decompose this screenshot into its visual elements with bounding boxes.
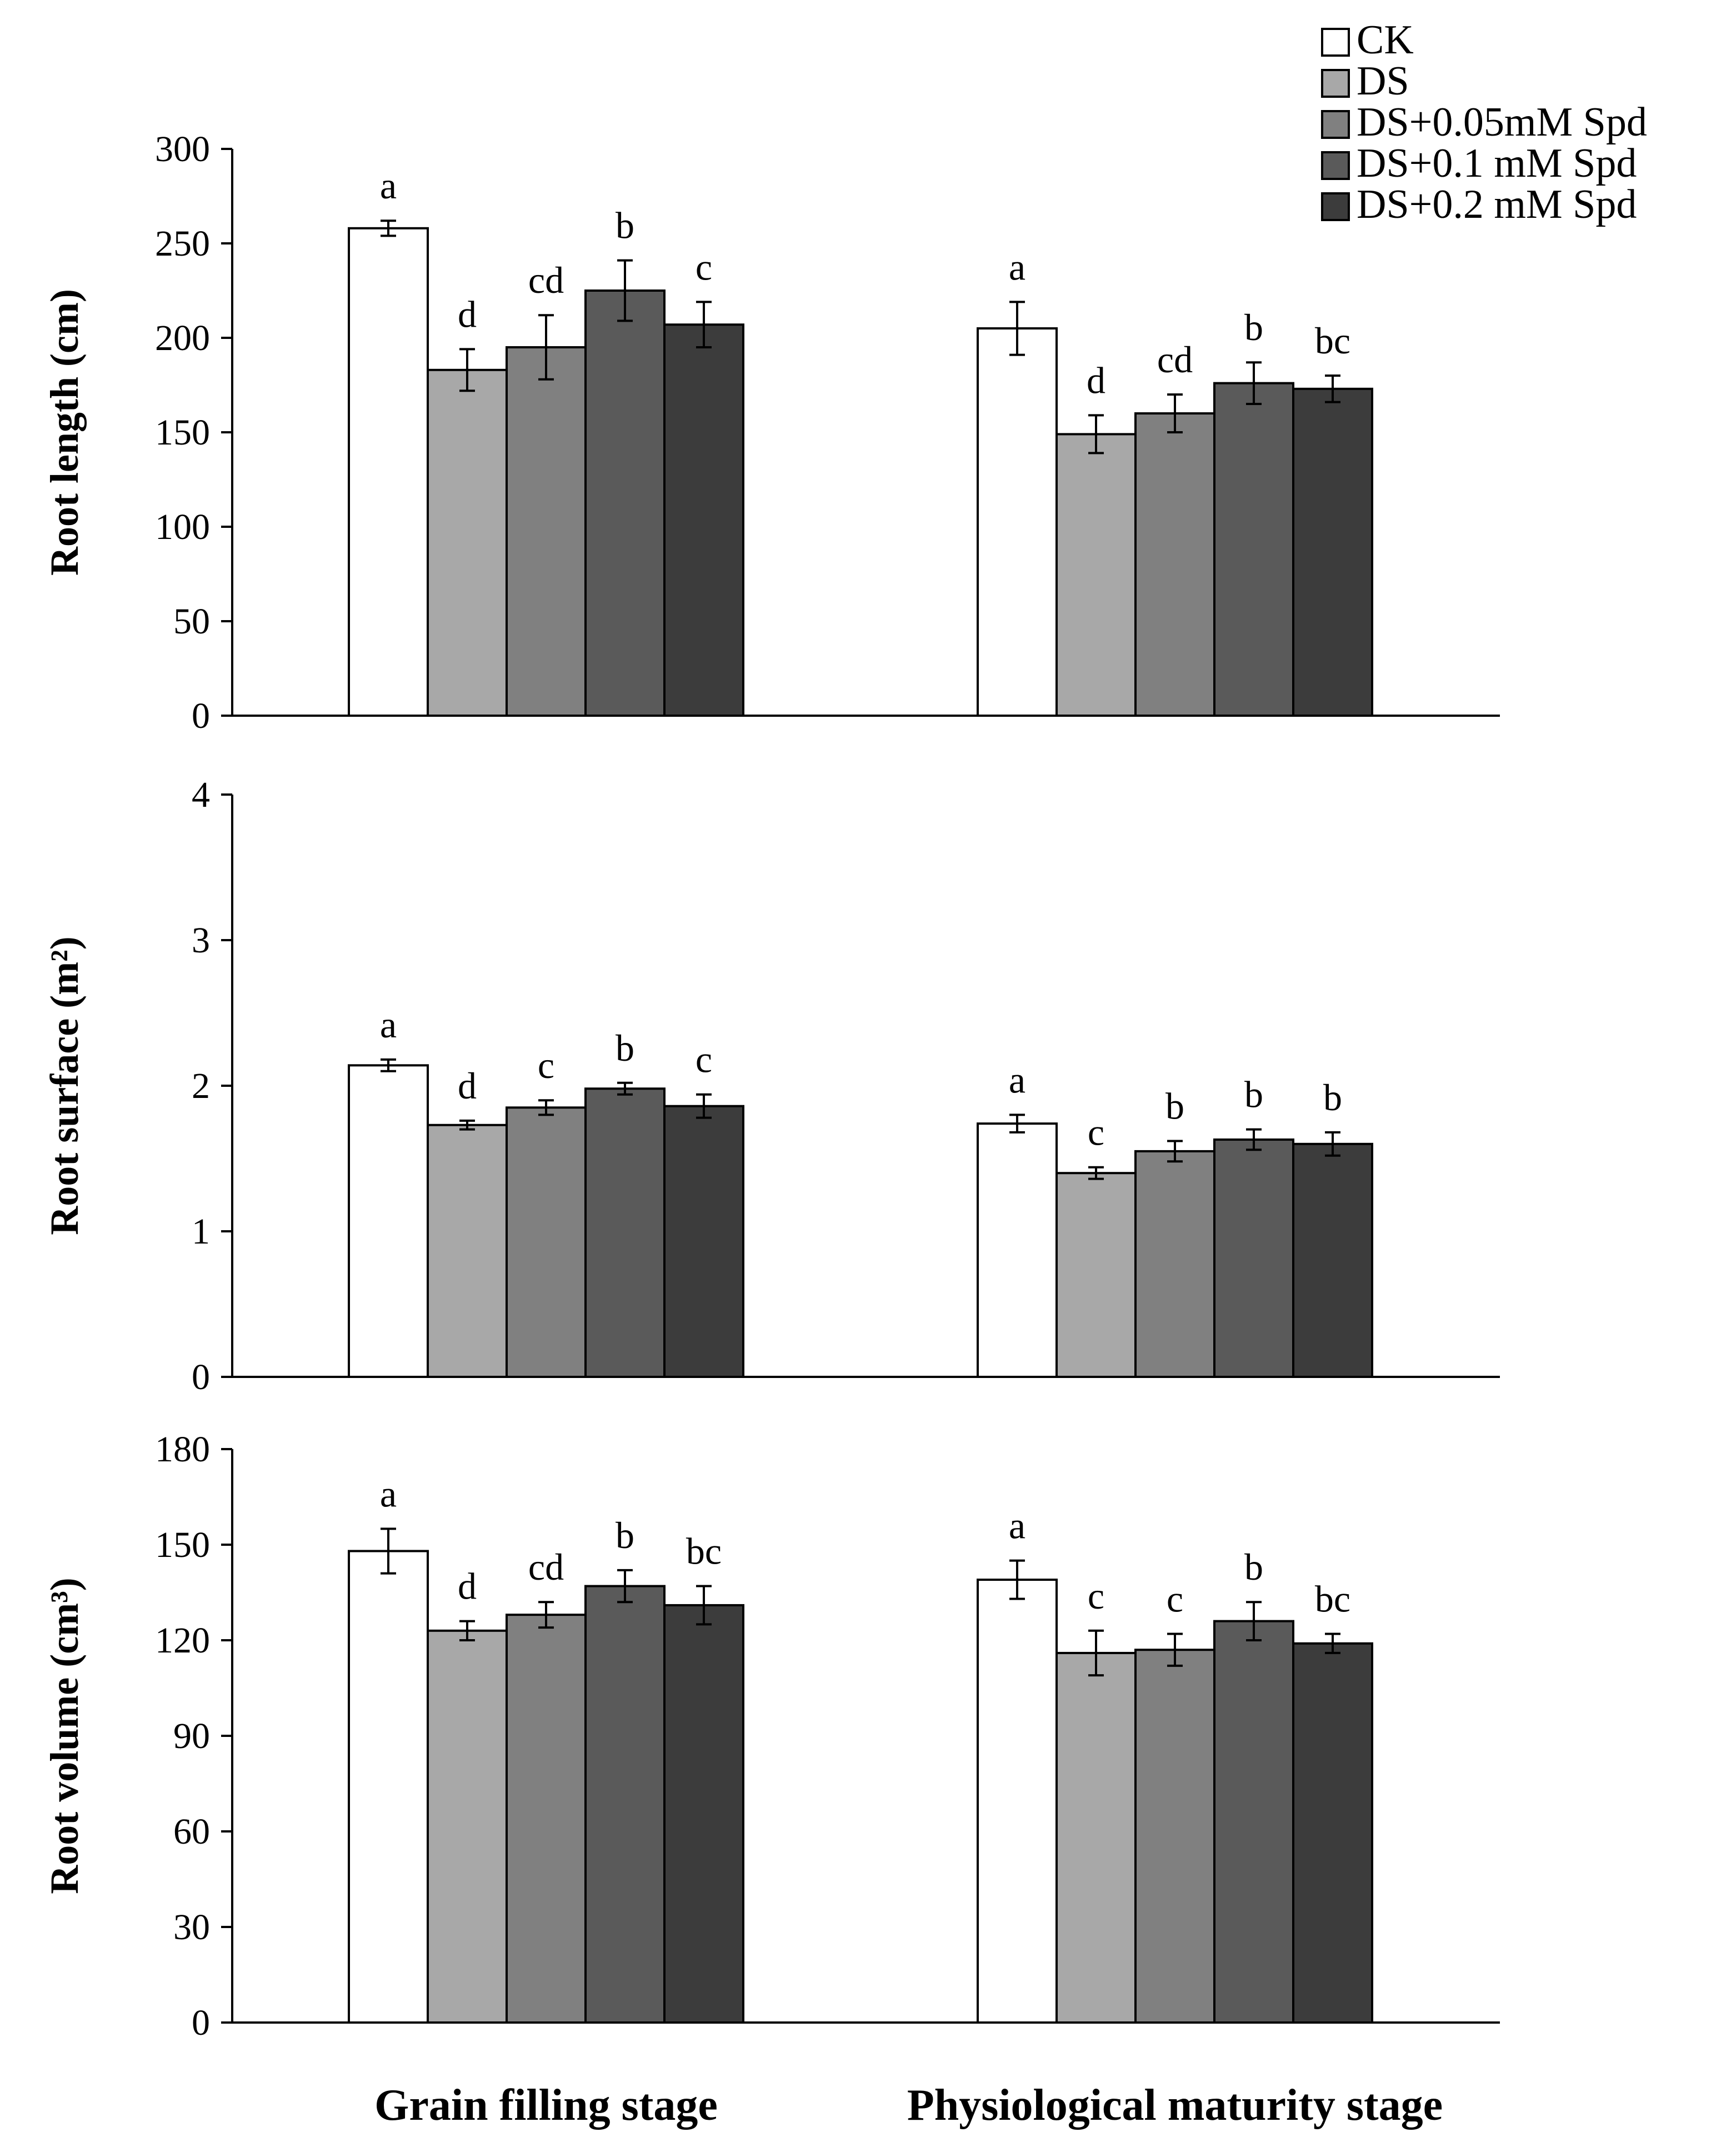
y-tick-label: 100 [155, 507, 210, 547]
bar-root-length-ds-0-1-mm-spd-1 [1213, 382, 1294, 717]
y-tick-label: 4 [192, 775, 210, 815]
significance-letter: c [696, 246, 712, 288]
y-tick-label: 50 [173, 601, 210, 642]
bar-root-length-ck-1 [977, 327, 1058, 717]
significance-letter: d [1087, 359, 1105, 401]
panel-root-length: 0 50 100 150 200 250 300 Root length (cm) a a d d cd… [42, 129, 1500, 736]
significance-letter: c [1167, 1578, 1183, 1620]
panel-root-surface: 0 1 2 3 4 Root surface (m²) a a d c c b b b c b [42, 775, 1500, 1397]
bar-root-volume-ck-1 [977, 1579, 1058, 2024]
significance-letter: bc [1315, 319, 1350, 362]
bar-root-volume-ds-0-05mm-spd-1 [1134, 1649, 1215, 2024]
bar-root-length-ds-0-2-mm-spd-1 [1292, 387, 1373, 717]
bar-root-surface-ds-0-2-mm-spd-0 [663, 1105, 744, 1379]
y-tick-label: 0 [192, 1357, 210, 1397]
significance-letter: b [1323, 1076, 1342, 1119]
y-tick-label: 150 [155, 412, 210, 453]
y-tick-label: 300 [155, 129, 210, 169]
significance-letter: b [1244, 1074, 1263, 1116]
significance-letter: b [616, 1027, 634, 1069]
significance-letter: b [616, 204, 634, 247]
bar-root-surface-ds-0-05mm-spd-0 [506, 1106, 587, 1379]
significance-letter: a [1009, 1058, 1025, 1101]
bar-root-volume-ds-0-1-mm-spd-0 [584, 1585, 666, 2024]
bar-root-surface-ds-0-05mm-spd-1 [1134, 1150, 1215, 1378]
significance-letter: cd [1157, 338, 1193, 381]
legend-label: DS+0.05mM Spd [1357, 99, 1647, 145]
significance-letter: c [696, 1038, 712, 1081]
legend-label: DS+0.1 mM Spd [1357, 141, 1637, 186]
bar-root-surface-ds-0-1-mm-spd-1 [1213, 1138, 1294, 1378]
bar-root-volume-ds-0-2-mm-spd-1 [1292, 1642, 1373, 2024]
significance-letter: a [380, 1003, 397, 1046]
y-tick-label: 30 [173, 1907, 210, 1948]
bar-root-surface-ds-0-2-mm-spd-1 [1292, 1142, 1373, 1379]
y-tick-label: 60 [173, 1811, 210, 1852]
bar-root-surface-ck-0 [348, 1064, 429, 1378]
bar-root-length-ck-0 [348, 227, 429, 717]
significance-letter: bc [1315, 1578, 1350, 1620]
legend-swatch [1321, 28, 1350, 57]
significance-letter: c [1088, 1575, 1104, 1617]
significance-letter: c [1088, 1111, 1104, 1154]
significance-letter: bc [686, 1530, 722, 1572]
bar-root-length-ds-0-1-mm-spd-0 [584, 289, 666, 717]
y-tick-label: 90 [173, 1716, 210, 1756]
y-tick-label: 180 [155, 1429, 210, 1470]
bar-root-length-ds-1 [1055, 433, 1137, 717]
bar-root-surface-ck-1 [977, 1122, 1058, 1378]
legend-swatch [1321, 110, 1350, 139]
y-tick-label: 3 [192, 920, 210, 961]
y-tick-label: 2 [192, 1066, 210, 1106]
panel-root-volume: 0 30 60 90 120 150 180 Root volume (cm³) a a d c cd c… [42, 1429, 1500, 2130]
bar-root-length-ds-0-05mm-spd-1 [1134, 412, 1215, 717]
significance-letter: d [458, 293, 477, 335]
y-tick-label: 120 [155, 1620, 210, 1661]
significance-letter: d [458, 1565, 477, 1607]
significance-letter: a [380, 1472, 397, 1515]
legend-label: DS [1357, 58, 1409, 104]
significance-letter: cd [528, 1546, 564, 1588]
bar-root-surface-ds-1 [1055, 1172, 1137, 1378]
legend-swatch [1321, 69, 1350, 98]
y-tick-label: 250 [155, 223, 210, 264]
bar-root-length-ds-0 [427, 368, 508, 717]
bar-root-surface-ds-0-1-mm-spd-0 [584, 1087, 666, 1378]
significance-letter: cd [528, 259, 564, 301]
y-tick-label: 0 [192, 2003, 210, 2043]
x-category-label: Physiological maturity stage [907, 2081, 1443, 2130]
legend-swatch [1321, 151, 1350, 180]
legend-label: DS+0.2 mM Spd [1357, 182, 1637, 227]
bar-root-surface-ds-0 [427, 1124, 508, 1378]
significance-letter: c [538, 1044, 554, 1086]
bar-root-volume-ds-1 [1055, 1651, 1137, 2024]
legend-label: CK [1357, 17, 1414, 63]
significance-letter: a [380, 164, 397, 207]
y-tick-label: 150 [155, 1525, 210, 1565]
significance-letter: a [1009, 1505, 1025, 1547]
significance-letter: b [1244, 1546, 1263, 1588]
y-axis-title: Root surface (m²) [42, 936, 87, 1235]
significance-letter: d [458, 1065, 477, 1107]
y-tick-label: 200 [155, 318, 210, 358]
legend-swatch [1321, 192, 1350, 221]
bar-root-volume-ds-0-2-mm-spd-0 [663, 1604, 744, 2024]
bar-root-volume-ds-0-05mm-spd-0 [506, 1614, 587, 2024]
y-tick-label: 1 [192, 1211, 210, 1252]
bar-root-volume-ds-0-1-mm-spd-1 [1213, 1620, 1294, 2024]
significance-letter: b [1165, 1085, 1184, 1127]
y-tick-label: 0 [192, 696, 210, 736]
bar-root-volume-ck-0 [348, 1550, 429, 2024]
y-axis-title: Root volume (cm³) [42, 1577, 87, 1894]
bar-root-volume-ds-0 [427, 1629, 508, 2024]
bar-root-length-ds-0-05mm-spd-0 [506, 346, 587, 717]
significance-letter: b [616, 1514, 634, 1556]
significance-letter: b [1244, 306, 1263, 348]
significance-letter: a [1009, 246, 1025, 288]
bar-root-length-ds-0-2-mm-spd-0 [663, 323, 744, 717]
x-category-label: Grain filling stage [374, 2081, 718, 2130]
y-axis-title: Root length (cm) [42, 289, 87, 576]
